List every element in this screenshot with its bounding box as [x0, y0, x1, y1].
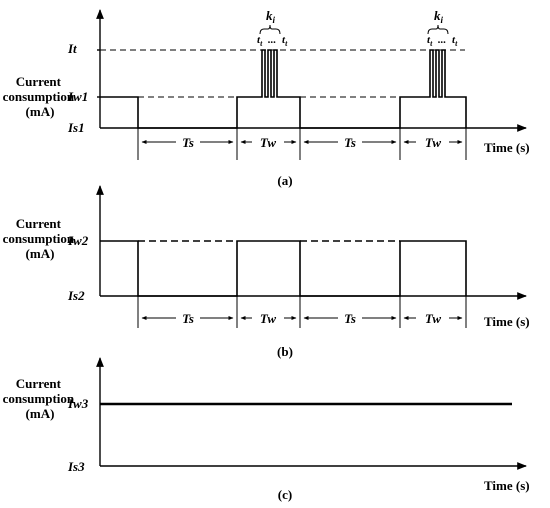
panel-b-segment-tw: Tw [260, 311, 276, 326]
panel-a: Current consumption (mA) It Iw1 Is1 ki k… [3, 8, 530, 188]
panel-b-caption: (b) [277, 344, 293, 359]
panel-b-xlabel: Time (s) [484, 314, 530, 329]
panel-c-caption: (c) [278, 487, 292, 502]
panel-a-segment-ts: Ts [344, 135, 356, 150]
panel-a-level-is: Is1 [67, 120, 85, 135]
panel-a-pulse-width-label: tt [257, 34, 263, 48]
panel-b-segment-ts: Ts [182, 311, 194, 326]
panel-a-pulse-width-label: tt [427, 34, 433, 48]
panel-a-xlabel: Time (s) [484, 140, 530, 155]
panel-a-pulse-width-label: tt [452, 34, 458, 48]
panel-a-level-it: It [67, 41, 77, 56]
panel-a-ellipsis: ... [438, 34, 446, 46]
panel-a-segment-tw: Tw [425, 135, 441, 150]
panel-a-pulse-count-label: ki [434, 8, 444, 25]
panel-b-segment-tw: Tw [425, 311, 441, 326]
panel-c-xlabel: Time (s) [484, 478, 530, 493]
panel-c-ylabel: Current consumption (mA) [3, 376, 78, 421]
panel-a-pulse-brace [259, 24, 281, 35]
panel-a-current-waveform [100, 49, 467, 129]
panel-a-ellipsis: ... [268, 34, 276, 46]
panel-c-level-iw: Iw3 [67, 396, 89, 411]
panel-a-segment-tw: Tw [260, 135, 276, 150]
panel-a-caption: (a) [277, 173, 292, 188]
panel-a-pulse-count-label: ki [266, 8, 276, 25]
panel-b-segment-ts: Ts [344, 311, 356, 326]
panel-c: Current consumption (mA) Iw3 Is3 Time (s… [3, 357, 530, 502]
panel-a-segment-ts: Ts [182, 135, 194, 150]
panel-b-level-is: Is2 [67, 288, 85, 303]
panel-c-level-is: Is3 [67, 459, 85, 474]
panel-b-current-waveform [100, 240, 467, 297]
panel-b: Current consumption (mA) Iw2 Is2 Ts Tw T… [3, 185, 530, 359]
panel-a-level-iw: Iw1 [67, 89, 88, 104]
panel-a-pulse-brace [427, 24, 449, 35]
panel-b-ylabel: Current consumption (mA) [3, 216, 78, 261]
panel-a-ylabel: Current consumption (mA) [3, 74, 78, 119]
panel-b-level-iw: Iw2 [67, 233, 89, 248]
panel-a-pulse-width-label: tt [282, 34, 288, 48]
